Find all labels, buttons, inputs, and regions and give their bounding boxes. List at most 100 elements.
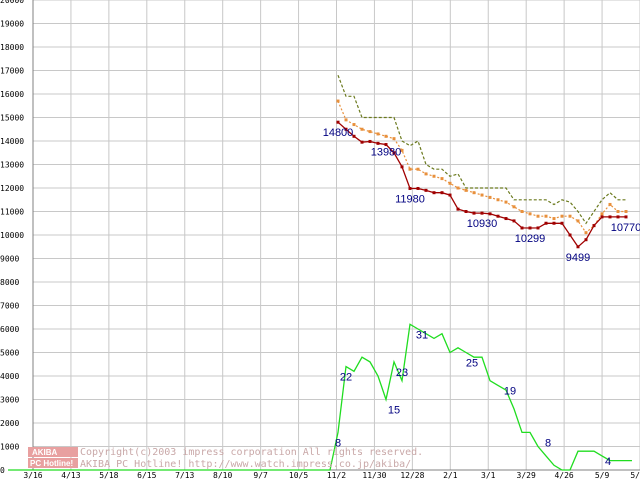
data-label: 15 xyxy=(388,405,400,417)
data-label: 8 xyxy=(545,437,551,449)
logo-bottom-box xyxy=(28,458,78,468)
y-tick-label: 18000 xyxy=(0,43,24,52)
data-label: 14800 xyxy=(323,127,354,139)
data-point-avg_price xyxy=(424,172,428,176)
y-tick-label: 6000 xyxy=(0,325,19,334)
data-label: 13980 xyxy=(371,146,402,158)
data-point-min_price xyxy=(616,215,620,219)
x-tick-label: 2/1 xyxy=(443,471,458,480)
x-tick-label: 3/1 xyxy=(481,471,496,480)
data-point-avg_price xyxy=(360,127,364,131)
watermark-line-1: Copyright(c)2003 impress corporation All… xyxy=(80,447,423,458)
x-tick-label: 11/30 xyxy=(362,471,386,480)
y-tick-label: 14000 xyxy=(0,137,24,146)
data-label: 31 xyxy=(416,329,428,341)
data-point-min_price xyxy=(376,141,380,145)
x-tick-label: 5/18 xyxy=(99,471,118,480)
data-point-min_price xyxy=(536,226,540,230)
data-point-min_price xyxy=(384,143,388,147)
x-tick-label: 5/31 xyxy=(630,471,640,480)
y-tick-label: 7000 xyxy=(0,302,19,311)
data-point-min_price xyxy=(424,188,428,192)
y-tick-label: 9000 xyxy=(0,255,19,264)
data-point-min_price xyxy=(512,219,516,223)
data-point-min_price xyxy=(544,221,548,225)
series-lines xyxy=(8,74,632,471)
y-tick-labels: 0 1000 2000 3000 4000 5000 6000 7000 8000 9000 100… xyxy=(0,0,24,475)
x-tick-label: 12/28 xyxy=(400,471,424,480)
data-point-min_price xyxy=(440,191,444,195)
y-tick-label: 13000 xyxy=(0,161,24,170)
y-tick-label: 0 xyxy=(0,466,5,475)
logo-top-text: AKIBA xyxy=(32,448,58,457)
data-point-min_price xyxy=(576,245,580,249)
data-point-avg_price xyxy=(440,177,444,181)
y-tick-label: 5000 xyxy=(0,349,19,358)
logo-top-box xyxy=(28,447,78,457)
data-point-min_price xyxy=(488,212,492,216)
x-tick-label: 11/2 xyxy=(327,471,346,480)
data-point-avg_price xyxy=(448,181,452,185)
x-tick-label: 3/16 xyxy=(23,471,42,480)
data-point-avg_price xyxy=(400,148,404,152)
data-point-min_price xyxy=(496,214,500,218)
grid-lines xyxy=(32,0,640,471)
data-point-avg_price xyxy=(528,212,532,216)
data-label: 10770 xyxy=(611,222,640,234)
series-line-max_price xyxy=(337,74,626,225)
data-point-avg_price xyxy=(344,118,348,122)
y-tick-label: 17000 xyxy=(0,67,24,76)
data-point-avg_price xyxy=(496,198,500,202)
data-point-min_price xyxy=(608,215,612,219)
data-point-min_price xyxy=(392,151,396,155)
data-label: 11980 xyxy=(395,193,425,205)
data-point-avg_price xyxy=(416,167,420,171)
y-tick-label: 19000 xyxy=(0,20,24,29)
data-point-avg_price xyxy=(408,167,412,171)
data-label: 25 xyxy=(466,358,478,370)
x-tick-label: 7/13 xyxy=(175,471,194,480)
x-tick-label: 9/7 xyxy=(253,471,268,480)
data-point-min_price xyxy=(408,186,412,190)
x-tick-label: 5/9 xyxy=(595,471,610,480)
data-point-min_price xyxy=(584,238,588,242)
x-tick-label: 6/15 xyxy=(137,471,156,480)
data-point-min_price xyxy=(472,211,476,215)
data-point-avg_price xyxy=(504,200,508,204)
y-tick-label: 4000 xyxy=(0,372,19,381)
data-point-avg_price xyxy=(464,188,468,192)
data-labels: 14800 13980 11980 10930 10299 9499 10770 8 22 15 2… xyxy=(323,127,640,468)
y-tick-label: 3000 xyxy=(0,396,19,405)
data-point-avg_price xyxy=(576,219,580,223)
data-point-avg_price xyxy=(568,214,572,218)
data-point-min_price xyxy=(600,215,604,219)
data-point-avg_price xyxy=(480,193,484,197)
logo-bottom-text: PC Hotline! xyxy=(30,459,73,468)
data-label: 23 xyxy=(396,367,408,379)
y-tick-label: 1000 xyxy=(0,443,19,452)
data-label: 9499 xyxy=(566,252,590,264)
data-point-min_price xyxy=(360,140,364,144)
data-label: 19 xyxy=(504,386,516,398)
y-tick-label: 11000 xyxy=(0,208,24,217)
y-tick-label: 12000 xyxy=(0,184,24,193)
data-label: 22 xyxy=(340,372,352,384)
data-point-min_price xyxy=(432,191,436,195)
y-tick-label: 10000 xyxy=(0,231,24,240)
data-point-avg_price xyxy=(544,214,548,218)
data-label: 4 xyxy=(605,456,611,468)
data-point-avg_price xyxy=(488,195,492,199)
y-tick-label: 15000 xyxy=(0,114,24,123)
x-tick-label: 4/26 xyxy=(554,471,573,480)
watermark: AKIBA PC Hotline! Copyright(c)2003 impre… xyxy=(28,447,423,470)
data-point-avg_price xyxy=(368,130,372,134)
watermark-line-2: AKIBA PC Hotline! http://www.watch.impre… xyxy=(80,459,411,470)
data-point-avg_price xyxy=(608,202,612,206)
data-point-avg_price xyxy=(600,212,604,216)
data-point-min_price xyxy=(624,215,628,219)
data-point-avg_price xyxy=(376,132,380,136)
series-line-shop_count xyxy=(8,323,632,471)
data-point-avg_price xyxy=(432,174,436,178)
data-point-avg_price xyxy=(456,186,460,190)
